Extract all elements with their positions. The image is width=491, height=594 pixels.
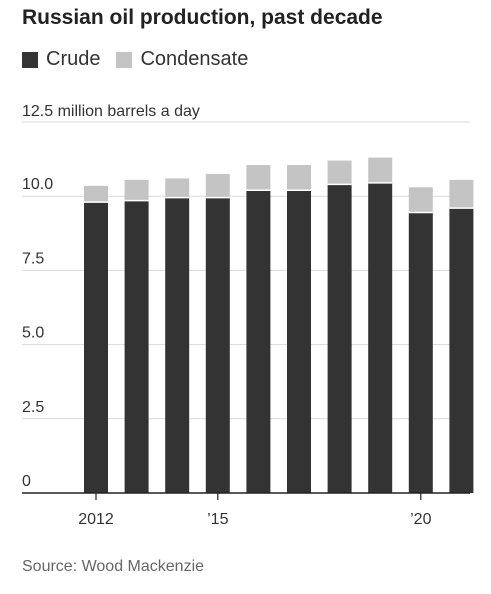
bar-crude-2014 (165, 197, 190, 493)
source-note: Source: Wood Mackenzie (22, 558, 205, 575)
legend-item-crude: Crude (22, 48, 100, 71)
legend: Crude Condensate (22, 48, 264, 71)
bar-crude-2017 (287, 190, 311, 493)
bar-crude-2012 (84, 202, 108, 494)
y-tick-label: 5.0 (22, 325, 44, 342)
x-tick-label: 2012 (78, 511, 114, 528)
legend-swatch-crude (22, 51, 38, 68)
y-unit-label: 12.5 million barrels a day (22, 103, 200, 120)
legend-label-crude: Crude (46, 48, 101, 70)
x-tick-label: ’15 (207, 511, 228, 528)
legend-label-condensate: Condensate (140, 48, 249, 70)
legend-item-condensate: Condensate (116, 48, 248, 71)
bar-condensate-2013 (124, 179, 149, 201)
bar-crude-2016 (246, 190, 271, 493)
bar-condensate-2016 (246, 165, 271, 191)
bar-condensate-2020 (408, 187, 433, 213)
bar-crude-2018 (327, 184, 352, 493)
bar-crude-2013 (124, 200, 149, 494)
bar-condensate-2021 (449, 179, 474, 209)
bar-condensate-2014 (165, 178, 190, 198)
bar-condensate-2015 (205, 173, 230, 198)
y-tick-label: 0 (22, 473, 31, 490)
bar-crude-2019 (368, 182, 393, 493)
bar-condensate-2018 (327, 160, 352, 185)
bar-crude-2021 (449, 208, 474, 493)
x-tick-label: ’20 (410, 511, 431, 528)
y-tick-label: 10.0 (22, 176, 53, 193)
bar-condensate-2012 (84, 185, 108, 203)
bar-crude-2015 (205, 197, 230, 493)
chart-title: Russian oil production, past decade (22, 6, 383, 29)
bar-condensate-2017 (287, 165, 311, 191)
y-tick-label: 7.5 (22, 250, 44, 267)
bar-crude-2020 (408, 212, 433, 494)
bar-condensate-2019 (368, 157, 393, 183)
legend-swatch-condensate (116, 51, 133, 68)
y-tick-label: 2.5 (22, 399, 44, 416)
